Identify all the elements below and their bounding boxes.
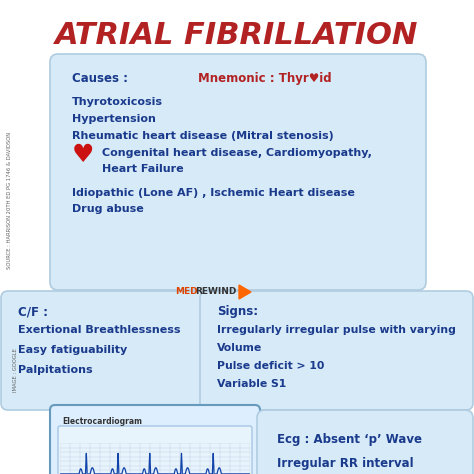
Text: Ecg : Absent ‘p’ Wave: Ecg : Absent ‘p’ Wave — [277, 434, 422, 447]
Text: Exertional Breathlessness: Exertional Breathlessness — [18, 325, 181, 335]
FancyBboxPatch shape — [200, 291, 473, 410]
Text: Congenital heart disease, Cardiomyopathy,: Congenital heart disease, Cardiomyopathy… — [102, 148, 372, 158]
Text: Irregularly irregular pulse with varying: Irregularly irregular pulse with varying — [217, 325, 456, 335]
Text: IMAGE : GOOGLE: IMAGE : GOOGLE — [13, 348, 18, 392]
Text: Pulse deficit > 10: Pulse deficit > 10 — [217, 361, 324, 371]
Text: Electrocardiogram: Electrocardiogram — [62, 417, 142, 426]
Text: Mnemonic : Thyr♥id: Mnemonic : Thyr♥id — [198, 72, 332, 84]
Text: Rheumatic heart disease (Mitral stenosis): Rheumatic heart disease (Mitral stenosis… — [72, 131, 334, 141]
FancyBboxPatch shape — [257, 410, 473, 474]
Text: SOURCE : HARRISON 20TH ED PG 1746 & DAVIDSON: SOURCE : HARRISON 20TH ED PG 1746 & DAVI… — [8, 131, 12, 269]
Text: Drug abuse: Drug abuse — [72, 204, 144, 214]
Text: Volume: Volume — [217, 343, 262, 353]
Text: Thyrotoxicosis: Thyrotoxicosis — [72, 97, 163, 107]
Text: MED: MED — [175, 288, 198, 297]
FancyBboxPatch shape — [50, 405, 260, 474]
Text: Heart Failure: Heart Failure — [102, 164, 183, 174]
Text: ♥: ♥ — [72, 143, 94, 167]
Polygon shape — [239, 285, 251, 299]
Text: ATRIAL FIBRILLATION: ATRIAL FIBRILLATION — [55, 20, 419, 49]
Text: Causes :: Causes : — [72, 72, 128, 84]
FancyBboxPatch shape — [1, 291, 205, 410]
Text: Hypertension: Hypertension — [72, 114, 156, 124]
Text: Palpitations: Palpitations — [18, 365, 92, 375]
Text: Irregular RR interval: Irregular RR interval — [277, 457, 414, 471]
Text: Idiopathic (Lone AF) , Ischemic Heart disease: Idiopathic (Lone AF) , Ischemic Heart di… — [72, 188, 355, 198]
Text: Variable S1: Variable S1 — [217, 379, 286, 389]
Text: C/F :: C/F : — [18, 306, 48, 319]
Text: Easy fatiguability: Easy fatiguability — [18, 345, 127, 355]
Text: Signs:: Signs: — [217, 306, 258, 319]
Text: REWIND: REWIND — [195, 288, 237, 297]
FancyBboxPatch shape — [58, 426, 252, 474]
FancyBboxPatch shape — [50, 54, 426, 290]
